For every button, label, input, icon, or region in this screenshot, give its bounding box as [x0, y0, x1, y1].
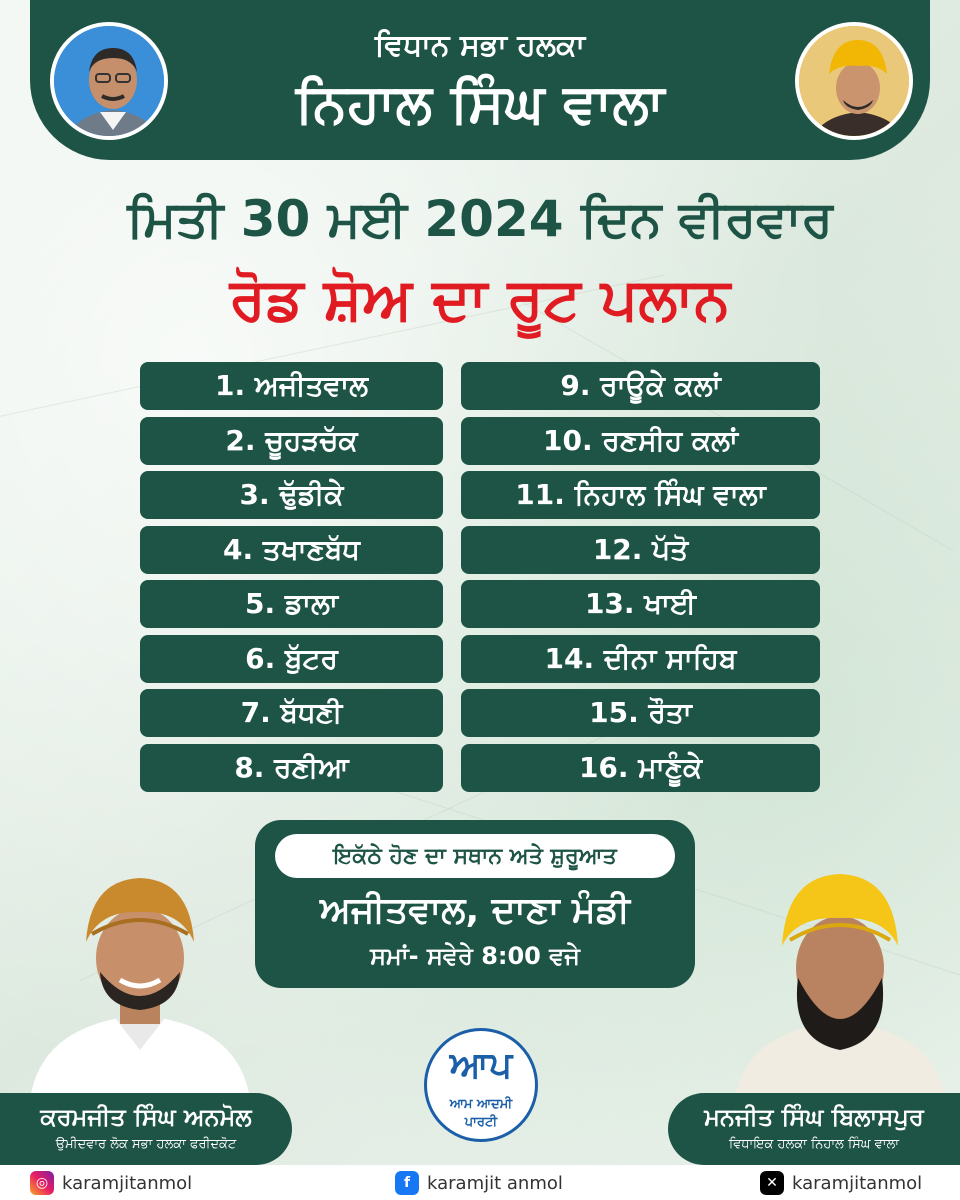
route-stop: 9. ਰਾਊਕੇ ਕਲਾਂ [461, 362, 820, 410]
route-stop: 12. ਪੱਤੋ [461, 525, 820, 574]
aap-logo-mark: ਆਪ [449, 1045, 513, 1086]
person-right-photo [730, 850, 950, 1100]
person-right-name: ਮਨਜੀਤ ਸਿੰਘ ਬਿਲਾਸਪੁਰ [704, 1103, 924, 1131]
aap-logo-line2: ਪਾਰਟੀ [464, 1115, 498, 1130]
header-banner: ਵਿਧਾਨ ਸਭਾ ਹਲਕਾ ਨਿਹਾਲ ਸਿੰਘ ਵਾਲਾ [30, 0, 930, 160]
route-stop: 11. ਨਿਹਾਲ ਸਿੰਘ ਵਾਲਾ [461, 471, 820, 519]
leader-portrait-right [795, 22, 913, 140]
instagram-handle-text: karamjitanmol [62, 1172, 193, 1194]
route-stop: 8. ਰਣੀਆ [140, 743, 443, 792]
x-handle-text: karamjitanmol [792, 1172, 923, 1194]
person-left-photo [20, 850, 260, 1100]
person-left-name: ਕਰਮਜੀਤ ਸਿੰਘ ਅਨਮੋਲ [40, 1103, 252, 1131]
person-right-role: ਵਿਧਾਇਕ ਹਲਕਾ ਨਿਹਾਲ ਸਿੰਘ ਵਾਲਾ [729, 1137, 899, 1152]
event-date: ਮਿਤੀ 30 ਮਈ 2024 ਦਿਨ ਵੀਰਵਾਰ [127, 190, 833, 248]
facebook-handle[interactable]: f karamjit anmol [395, 1170, 563, 1196]
constituency-title: ਨਿਹਾਲ ਸਿੰਘ ਵਾਲਾ [295, 72, 665, 135]
route-stop: 5. ਡਾਲਾ [140, 580, 443, 628]
route-stop: 14. ਦੀਨਾ ਸਾਹਿਬ [461, 634, 820, 683]
person-left-role: ਉਮੀਦਵਾਰ ਲੋਕ ਸਭਾ ਹਲਕਾ ਫਰੀਦਕੋਟ [55, 1137, 237, 1152]
instagram-handle[interactable]: ◎ karamjitanmol [30, 1170, 192, 1196]
person-left-card: ਕਰਮਜੀਤ ਸਿੰਘ ਅਨਮੋਲ ਉਮੀਦਵਾਰ ਲੋਕ ਸਭਾ ਹਲਕਾ ਫ… [0, 1093, 292, 1165]
aap-logo-line1: ਆਮ ਆਦਮੀ [449, 1097, 513, 1112]
instagram-icon: ◎ [30, 1171, 54, 1195]
person-right-card: ਮਨਜੀਤ ਸਿੰਘ ਬਿਲਾਸਪੁਰ ਵਿਧਾਇਕ ਹਲਕਾ ਨਿਹਾਲ ਸਿ… [668, 1093, 960, 1165]
route-stop: 3. ਢੁੱਡੀਕੇ [140, 471, 443, 519]
route-stop: 13. ਖਾਈ [461, 580, 820, 628]
x-handle[interactable]: ✕ karamjitanmol [760, 1170, 922, 1196]
route-stop: 10. ਰਣਸੀਹ ਕਲਾਂ [461, 416, 820, 465]
route-stop: 1. ਅਜੀਤਵਾਲ [140, 362, 443, 410]
assembly-place: ਅਜੀਤਵਾਲ, ਦਾਣਾ ਮੰਡੀ [319, 890, 631, 931]
route-stop: 6. ਬੁੱਟਰ [140, 634, 443, 683]
facebook-icon: f [395, 1171, 419, 1195]
facebook-handle-text: karamjit anmol [427, 1172, 563, 1194]
header-subtitle: ਵਿਧਾਨ ਸਭਾ ਹਲਕਾ [374, 28, 586, 63]
route-stop: 2. ਚੂਹੜਚੱਕ [140, 416, 443, 465]
assembly-label: ਇਕੱਠੇ ਹੋਣ ਦਾ ਸਥਾਨ ਅਤੇ ਸ਼ੁਰੂਆਤ [275, 834, 675, 878]
route-stop: 16. ਮਾਣੂੰਕੇ [461, 743, 820, 792]
social-footer: ◎ karamjitanmol f karamjit anmol ✕ karam… [0, 1165, 960, 1200]
x-icon: ✕ [760, 1171, 784, 1195]
assembly-time: ਸਮਾਂ- ਸਵੇਰੇ 8:00 ਵਜੇ [370, 942, 580, 970]
route-stop: 15. ਰੌਤਾ [461, 689, 820, 737]
route-stop: 7. ਬੱਧਣੀ [140, 689, 443, 737]
assembly-box: ਇਕੱਠੇ ਹੋਣ ਦਾ ਸਥਾਨ ਅਤੇ ਸ਼ੁਰੂਆਤ ਅਜੀਤਵਾਲ, ਦ… [255, 820, 695, 988]
leader-portrait-left [50, 22, 168, 140]
route-plan-title: ਰੋਡ ਸ਼ੋਅ ਦਾ ਰੂਟ ਪਲਾਨ [229, 265, 731, 333]
route-stop: 4. ਤਖਾਣਬੱਧ [140, 525, 443, 574]
aap-logo: ਆਪ ਆਮ ਆਦਮੀ ਪਾਰਟੀ [424, 1028, 538, 1142]
